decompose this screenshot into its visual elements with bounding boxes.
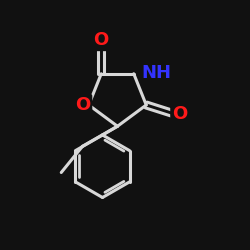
Text: O: O bbox=[172, 105, 188, 123]
Text: NH: NH bbox=[141, 64, 171, 82]
Text: O: O bbox=[94, 31, 109, 49]
Text: O: O bbox=[75, 96, 90, 114]
